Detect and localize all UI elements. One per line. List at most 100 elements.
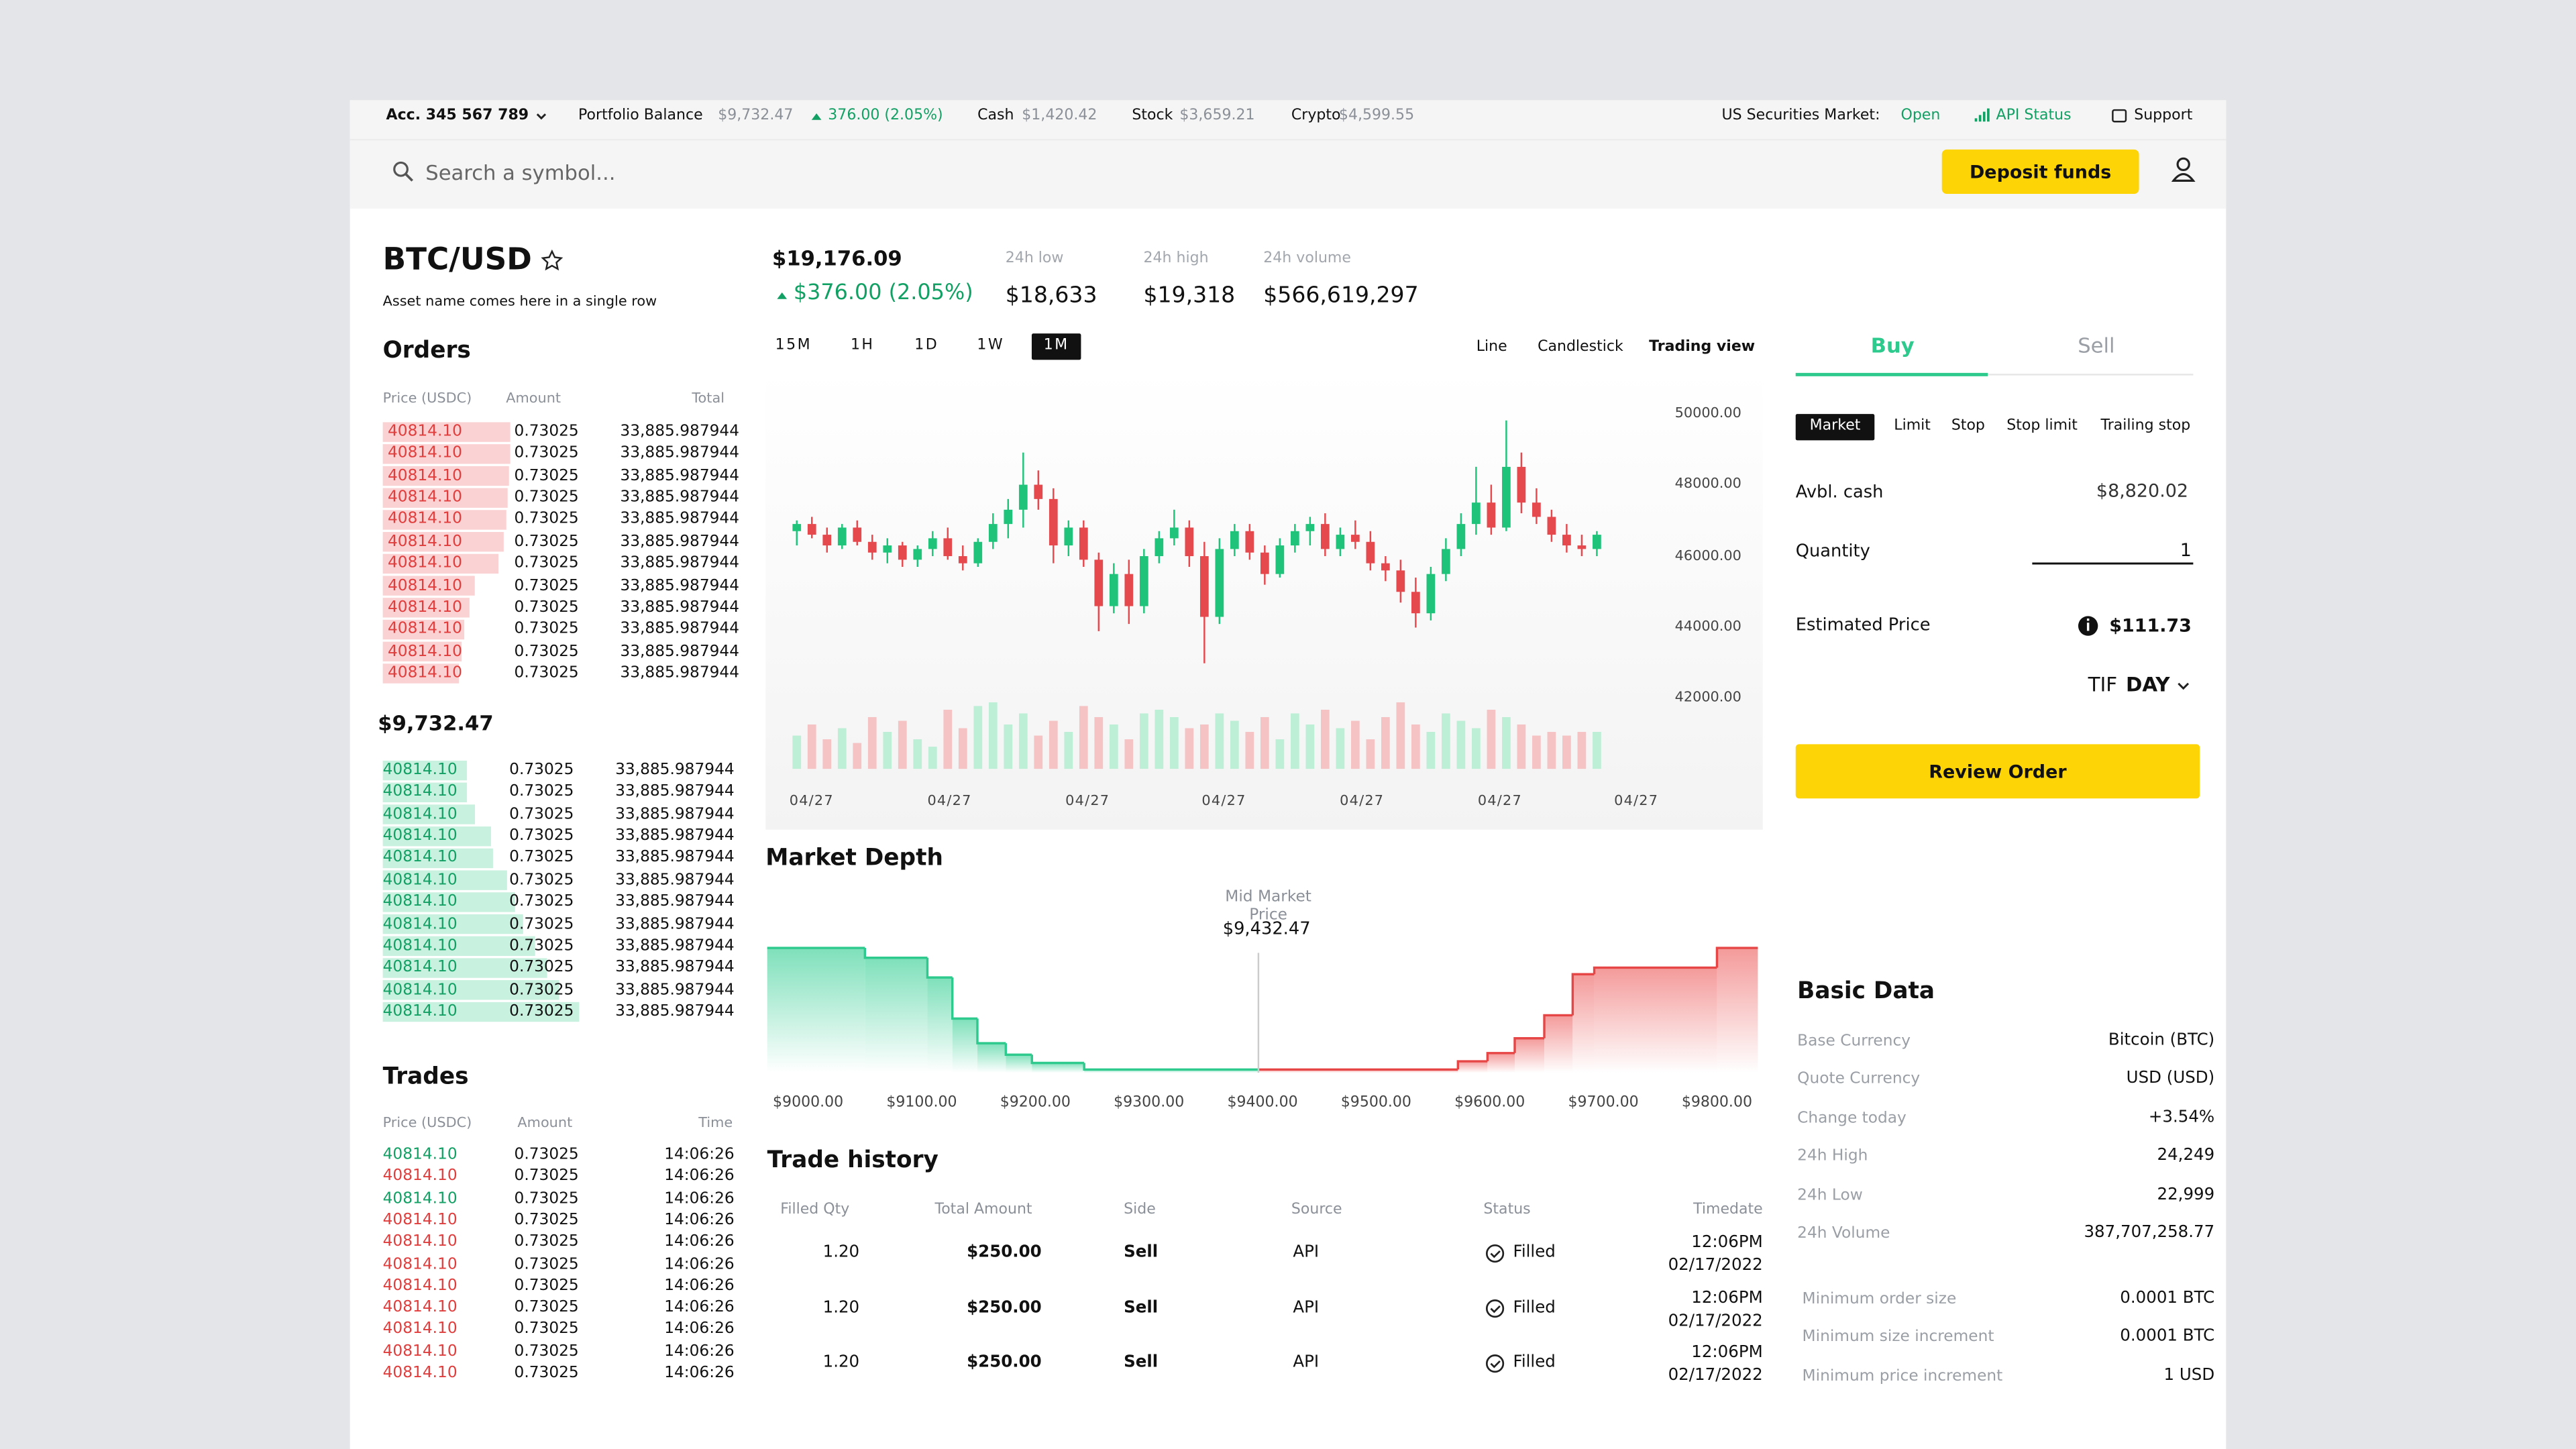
label: 0.73025 bbox=[514, 576, 579, 595]
quantity-input[interactable]: 1 bbox=[2180, 539, 2192, 561]
label: 40814.10 bbox=[387, 664, 463, 682]
label: 0.73025 bbox=[509, 959, 574, 977]
support-link[interactable]: Support bbox=[2134, 107, 2193, 125]
label: 40814.10 bbox=[382, 1167, 458, 1186]
depth-step bbox=[1083, 1063, 1258, 1071]
label: 40814.10 bbox=[387, 511, 463, 529]
order-type-button[interactable]: Stop bbox=[1951, 418, 1985, 435]
buy-tab[interactable]: Buy bbox=[1870, 332, 1915, 358]
candle-body bbox=[1215, 549, 1224, 617]
x-tick-label: $9100.00 bbox=[886, 1095, 957, 1112]
candle-body bbox=[1562, 535, 1571, 546]
label: 33,885.987944 bbox=[620, 423, 740, 441]
status-icon bbox=[1485, 1299, 1505, 1318]
deposit-button[interactable]: Deposit funds bbox=[1969, 160, 2112, 182]
bid-depth-bar bbox=[382, 870, 507, 890]
label: 40814.10 bbox=[387, 466, 463, 485]
label: 14:06:26 bbox=[664, 1211, 735, 1230]
volume-bar bbox=[1381, 716, 1390, 769]
volume-bar bbox=[1185, 728, 1194, 769]
ask-depth-bar bbox=[382, 531, 504, 552]
candle-body bbox=[807, 524, 816, 535]
label: Avbl. cash bbox=[1795, 482, 1884, 502]
candle-body bbox=[913, 549, 922, 560]
volume-bar bbox=[988, 702, 998, 769]
depth-area bbox=[1006, 1055, 1032, 1073]
view-button[interactable]: Line bbox=[1476, 339, 1507, 356]
timeframe-button[interactable]: 1H bbox=[850, 337, 875, 355]
user-icon bbox=[2176, 157, 2190, 172]
deposit-button bbox=[1941, 149, 2139, 194]
label: 0.73025 bbox=[509, 805, 574, 823]
candle-body bbox=[1034, 484, 1043, 499]
label: $3,659.21 bbox=[1179, 107, 1255, 125]
volume-bar bbox=[1064, 732, 1073, 769]
sell-tab[interactable]: Sell bbox=[2078, 332, 2115, 358]
account-select[interactable]: Acc. 345 567 789 bbox=[386, 107, 529, 125]
order-type-button[interactable]: Stop limit bbox=[2006, 418, 2078, 435]
review-button[interactable]: Review Order bbox=[1929, 760, 2067, 782]
volume-bar bbox=[1593, 732, 1601, 769]
label: 0.0001 BTC bbox=[2120, 1328, 2215, 1346]
label: $19,318 bbox=[1143, 282, 1236, 309]
label: Sell bbox=[1124, 1353, 1159, 1372]
label: 40814.10 bbox=[387, 620, 463, 639]
candle-body bbox=[1094, 559, 1104, 606]
depth-step bbox=[1004, 1043, 1032, 1056]
volume-bar bbox=[1411, 724, 1420, 769]
label: 40814.10 bbox=[382, 959, 458, 977]
bid-depth-bar bbox=[382, 892, 515, 912]
volume-bar bbox=[913, 739, 922, 769]
label: 40814.10 bbox=[387, 488, 463, 507]
label: 33,885.987944 bbox=[620, 466, 740, 485]
label: $111.73 bbox=[2109, 614, 2192, 637]
bid-depth-bar bbox=[382, 914, 523, 934]
x-tick-label: 04/27 bbox=[1477, 793, 1522, 810]
search-icon bbox=[393, 161, 409, 177]
label: 40814.10 bbox=[387, 423, 463, 441]
label: 14:06:26 bbox=[664, 1320, 735, 1339]
label: 40814.10 bbox=[382, 914, 458, 933]
y-tick-label: 48000.00 bbox=[1674, 476, 1741, 493]
view-button[interactable]: Candlestick bbox=[1538, 339, 1623, 356]
volume-bar bbox=[1109, 724, 1118, 769]
y-tick-label: 42000.00 bbox=[1674, 690, 1741, 707]
label: 14:06:26 bbox=[664, 1298, 735, 1317]
timeframe-button[interactable]: 15M bbox=[775, 337, 812, 355]
label: Orders bbox=[382, 337, 471, 364]
order-type-button[interactable]: Market bbox=[1809, 418, 1861, 435]
ask-depth-bar bbox=[382, 663, 460, 684]
timeframe-button[interactable]: 1D bbox=[914, 337, 939, 355]
y-tick-label: 46000.00 bbox=[1674, 547, 1741, 565]
volume-bar bbox=[1094, 716, 1104, 769]
label: 24,249 bbox=[2157, 1146, 2215, 1165]
label: 40814.10 bbox=[382, 1277, 458, 1295]
timeframe-button[interactable]: 1W bbox=[977, 337, 1005, 355]
label: Status bbox=[1483, 1201, 1531, 1219]
label: Trades bbox=[382, 1063, 469, 1091]
volume-bar bbox=[867, 716, 877, 769]
api-status-link[interactable]: API Status bbox=[1996, 107, 2072, 125]
volume-bar bbox=[1366, 739, 1375, 769]
volume-bar bbox=[1502, 716, 1511, 769]
label: 0.73025 bbox=[514, 554, 579, 573]
label: 33,885.987944 bbox=[620, 532, 740, 551]
candle-body bbox=[1502, 466, 1511, 528]
label: 0.73025 bbox=[514, 488, 579, 507]
label: 1.20 bbox=[822, 1298, 860, 1317]
view-button[interactable]: Trading view bbox=[1649, 339, 1756, 356]
search-input[interactable]: Search a symbol... bbox=[425, 159, 616, 184]
search-icon bbox=[405, 173, 413, 182]
order-type-button[interactable]: Trailing stop bbox=[2100, 418, 2191, 435]
label: 40814.10 bbox=[382, 1189, 458, 1208]
label: 0.73025 bbox=[514, 1145, 579, 1164]
volume-bar bbox=[1487, 709, 1496, 769]
label: 24h Low bbox=[1797, 1185, 1863, 1204]
timeframe-button[interactable]: 1M bbox=[1043, 337, 1069, 355]
candle-body bbox=[1199, 556, 1209, 617]
tif-select[interactable]: DAY bbox=[2125, 673, 2170, 696]
y-tick-label: 44000.00 bbox=[1674, 619, 1741, 636]
order-type-button[interactable]: Limit bbox=[1894, 418, 1931, 435]
api-icon bbox=[1982, 111, 1986, 122]
